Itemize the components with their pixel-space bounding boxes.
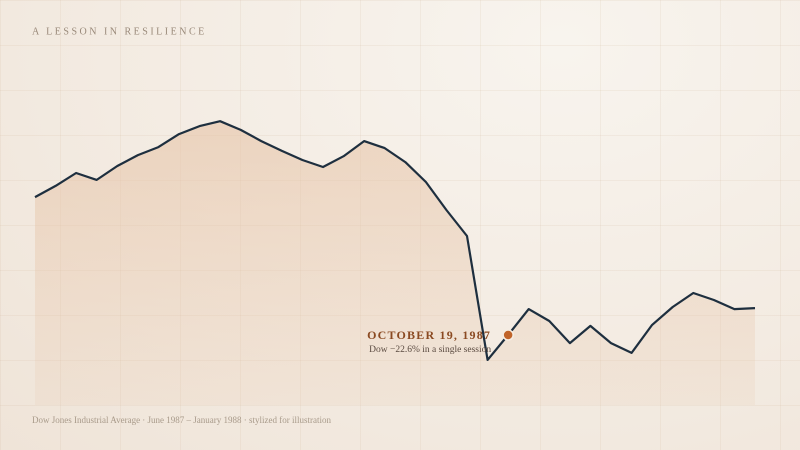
annotation-title: OCTOBER 19, 1987 xyxy=(367,328,491,342)
chart-title: A LESSON IN RESILIENCE xyxy=(32,26,207,37)
highlight-marker xyxy=(502,329,514,341)
annotation-text: Dow −22.6% in a single session xyxy=(369,345,491,355)
area-fill xyxy=(35,121,755,405)
line xyxy=(34,120,756,361)
caption: Dow Jones Industrial Average · June 1987… xyxy=(32,415,332,425)
